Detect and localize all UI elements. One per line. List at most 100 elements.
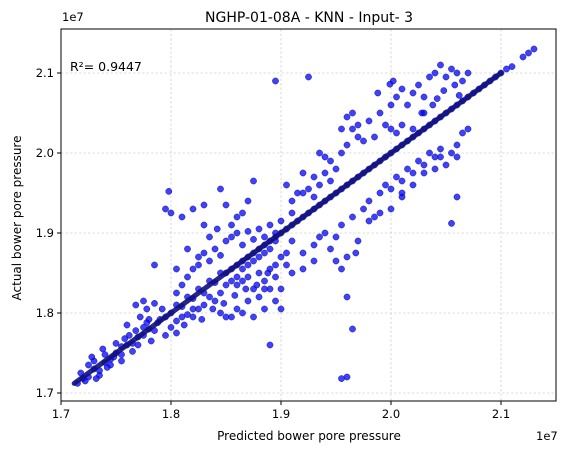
data-point	[310, 193, 318, 201]
plot-frame	[60, 28, 557, 402]
data-point	[387, 125, 395, 133]
data-point	[180, 321, 188, 329]
data-point	[283, 181, 290, 189]
data-point	[448, 65, 455, 73]
data-point	[272, 77, 279, 85]
data-point	[299, 265, 307, 273]
data-point	[250, 236, 257, 243]
data-point	[349, 213, 356, 221]
data-point	[288, 197, 296, 205]
data-point	[228, 221, 235, 229]
data-point	[228, 313, 235, 321]
data-point	[211, 245, 219, 253]
data-point	[244, 228, 252, 235]
data-point	[299, 169, 307, 177]
data-point	[255, 253, 263, 261]
data-point	[376, 109, 384, 117]
data-point	[321, 229, 329, 237]
data-point	[85, 361, 92, 369]
data-points	[71, 45, 538, 387]
data-point	[272, 273, 279, 281]
data-point	[165, 188, 173, 195]
data-point	[409, 181, 417, 189]
data-point	[173, 329, 180, 337]
data-point	[349, 109, 356, 117]
data-point	[277, 285, 285, 293]
data-point	[209, 305, 217, 313]
data-point	[261, 249, 268, 257]
data-point	[266, 285, 274, 293]
data-point	[217, 289, 224, 297]
data-point	[261, 305, 268, 313]
data-point	[189, 313, 197, 321]
data-point	[316, 181, 323, 189]
data-point	[409, 169, 417, 177]
data-point	[374, 89, 382, 97]
data-point	[448, 149, 455, 157]
data-point	[519, 53, 527, 61]
data-point	[198, 316, 206, 323]
data-point	[239, 309, 246, 317]
data-point	[96, 372, 103, 379]
data-point	[206, 293, 213, 301]
x-tick-label: 1.9	[272, 407, 290, 421]
data-point	[305, 73, 312, 81]
x-tick-label: 2.0	[382, 407, 400, 421]
data-point	[338, 265, 345, 273]
data-point	[242, 285, 250, 293]
data-point	[429, 101, 437, 109]
y-tick-label: 1.7	[36, 386, 54, 400]
data-point	[250, 257, 257, 265]
data-point	[255, 269, 263, 277]
y-tick-label: 2.0	[36, 146, 54, 160]
data-point	[239, 241, 246, 249]
data-point	[132, 301, 140, 309]
data-point	[228, 233, 235, 241]
data-point	[393, 93, 400, 101]
data-point	[338, 221, 345, 229]
data-point	[222, 237, 230, 245]
data-point	[143, 305, 151, 313]
data-point	[451, 81, 459, 89]
data-point	[277, 253, 285, 261]
data-point	[123, 321, 131, 329]
data-point	[316, 149, 323, 157]
data-point	[525, 49, 532, 57]
data-point	[437, 61, 444, 69]
data-point	[217, 309, 224, 317]
data-point	[508, 63, 516, 70]
data-point	[272, 297, 279, 305]
data-point	[387, 185, 395, 193]
y-axis-label: Actual bower pore pressure	[10, 136, 24, 301]
data-point	[455, 92, 463, 99]
data-point	[404, 165, 411, 173]
data-point	[233, 229, 241, 237]
data-point	[222, 201, 230, 209]
data-point	[266, 245, 274, 253]
data-point	[112, 340, 120, 347]
data-point	[239, 265, 246, 273]
data-point	[255, 293, 263, 301]
data-point	[277, 217, 285, 225]
data-point	[305, 185, 312, 193]
data-point	[294, 189, 301, 197]
data-point	[415, 157, 422, 165]
data-point	[277, 305, 285, 313]
data-point	[250, 313, 257, 321]
data-point	[442, 73, 450, 81]
data-point	[217, 185, 224, 193]
data-point	[129, 348, 136, 355]
data-point	[349, 325, 356, 333]
data-point	[371, 133, 378, 141]
x-offset-label: 1e7	[536, 429, 558, 443]
y-tick-label: 1.9	[36, 226, 54, 240]
data-point	[321, 169, 329, 177]
data-point	[261, 277, 268, 285]
data-point	[264, 269, 272, 277]
data-point	[431, 69, 439, 77]
data-point	[327, 177, 334, 185]
data-point	[184, 245, 191, 253]
data-point	[189, 265, 197, 273]
data-point	[162, 332, 169, 339]
data-point	[244, 197, 252, 205]
